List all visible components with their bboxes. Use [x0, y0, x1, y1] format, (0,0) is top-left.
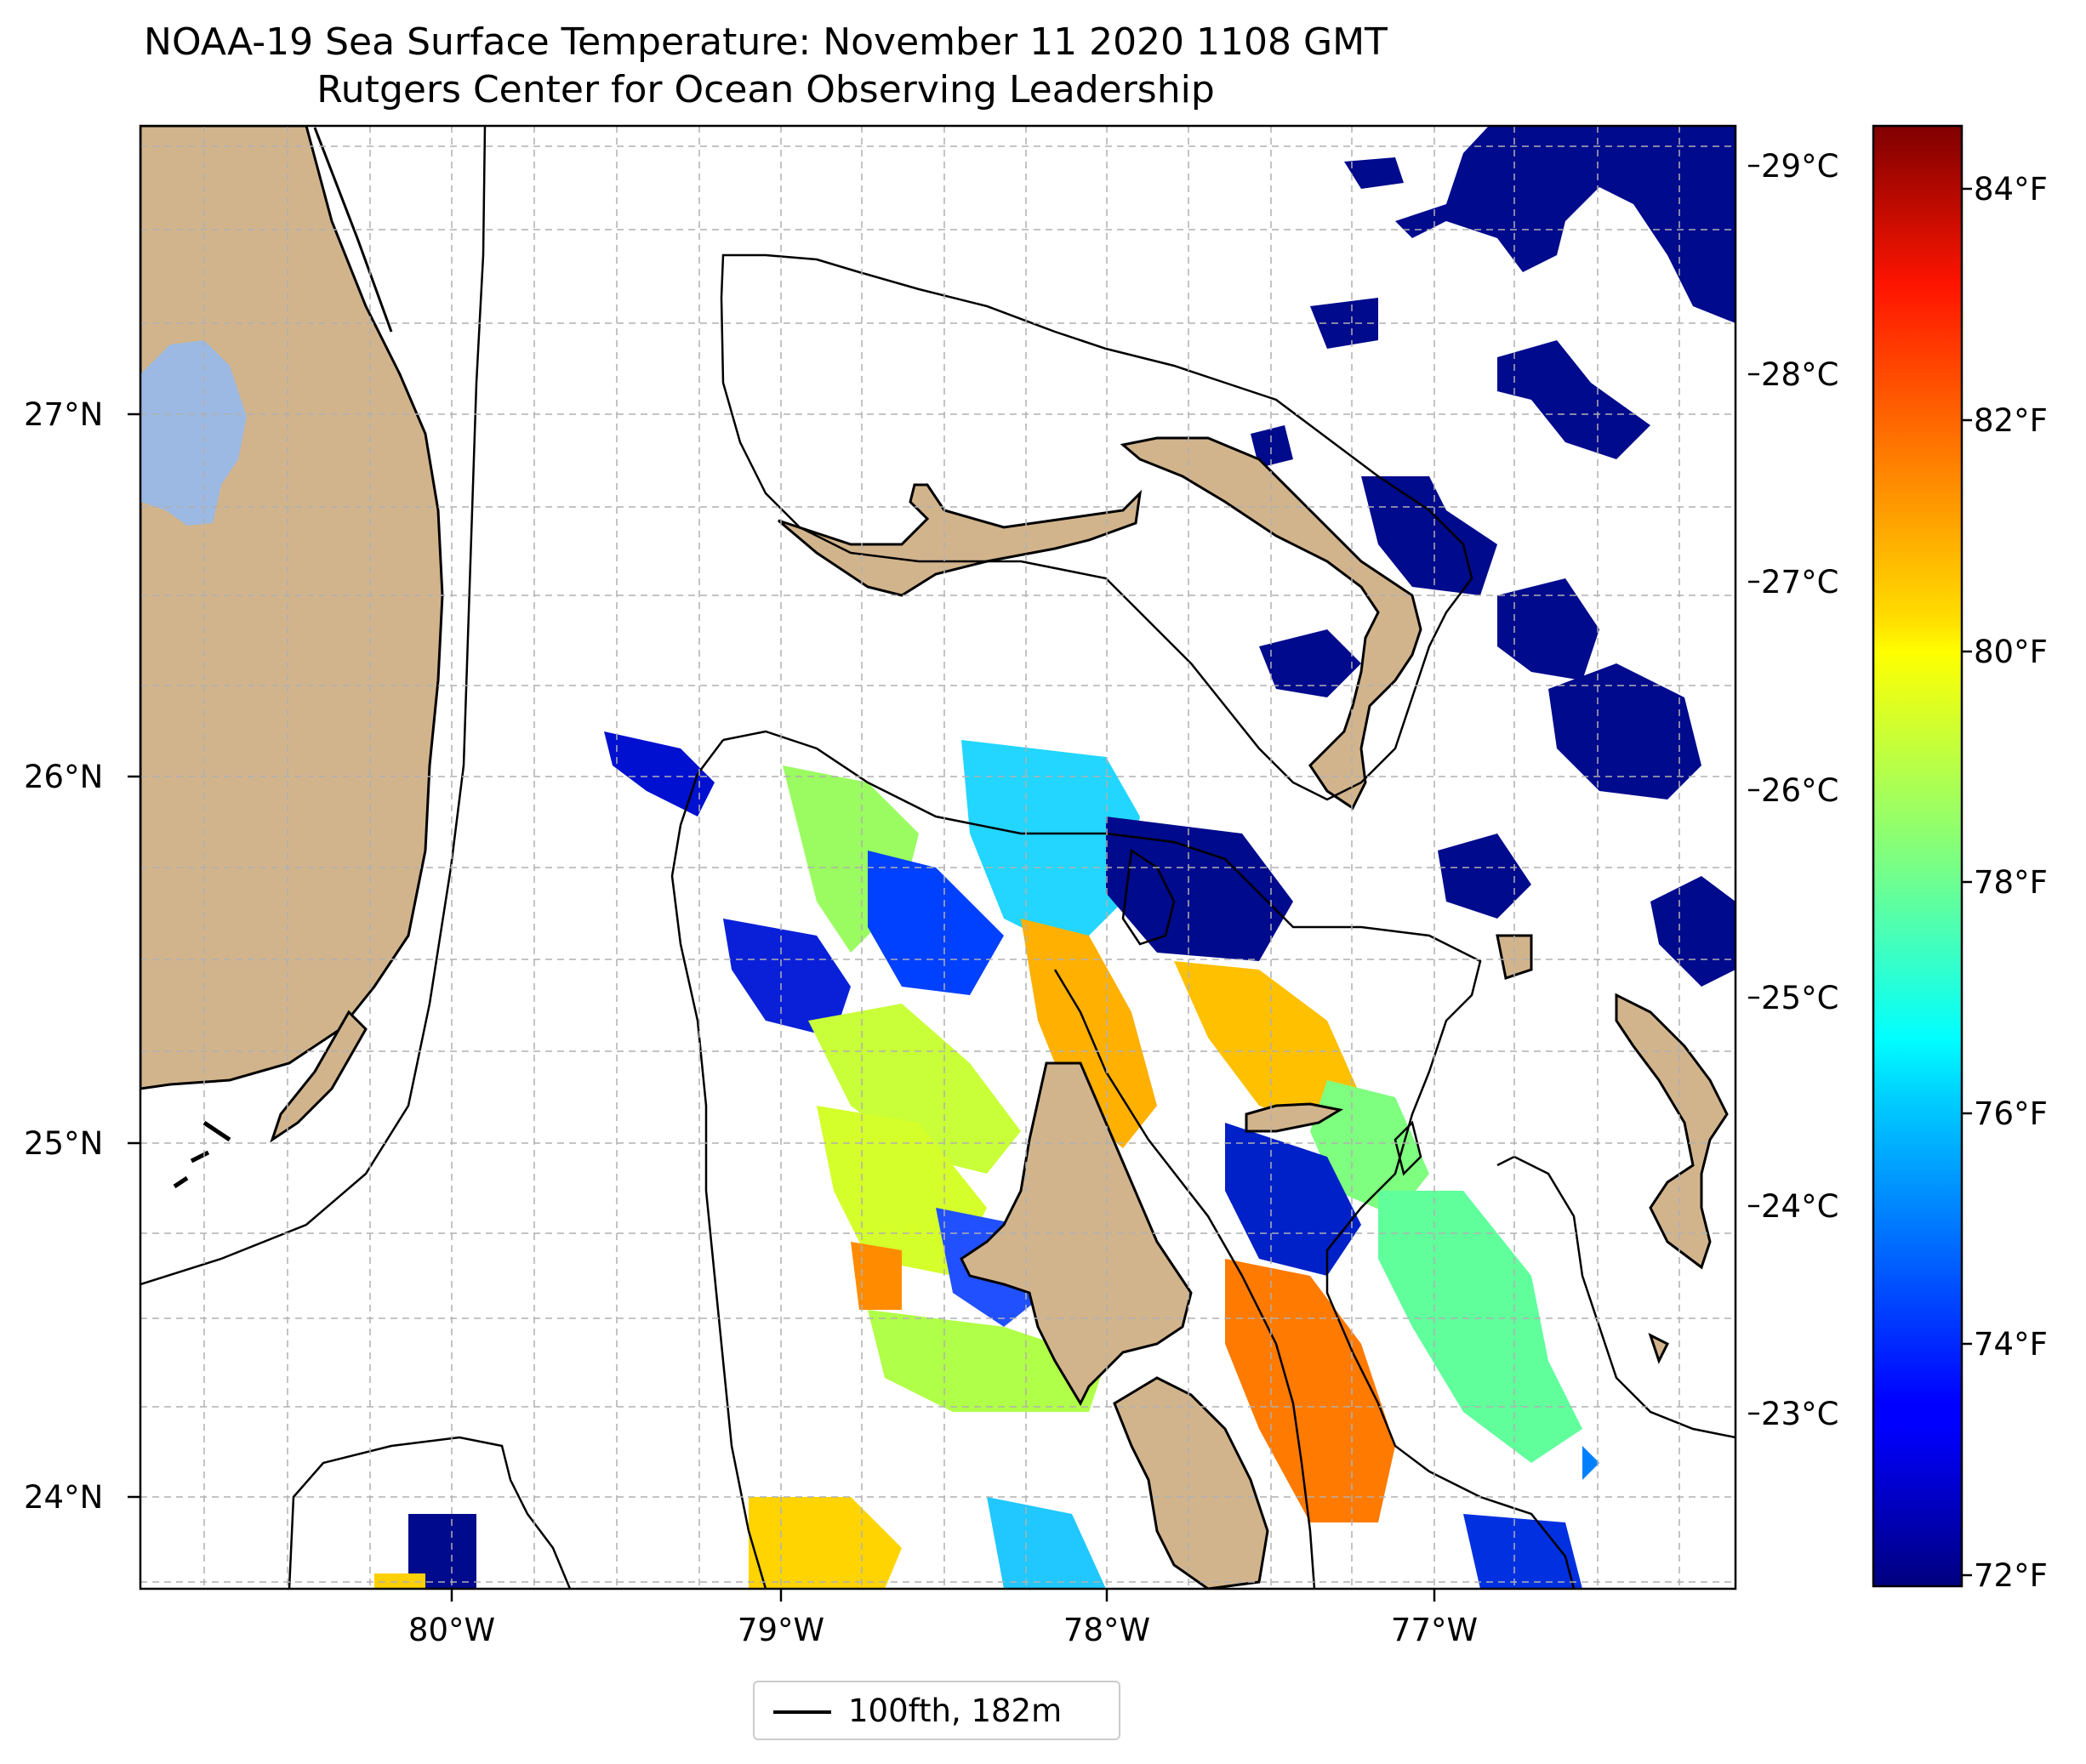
fahrenheit-ticks: [1962, 187, 1972, 1577]
lon-label-77: 77°W: [1390, 1612, 1479, 1648]
lon-label-79: 79°W: [737, 1612, 825, 1648]
legend-line-swatch: [773, 1710, 831, 1714]
lat-label-27: 27°N: [24, 396, 104, 433]
fahrenheit-label-78: 78°F: [1974, 864, 2048, 901]
fahrenheit-label-82: 82°F: [1974, 402, 2048, 439]
lon-label-78: 78°W: [1063, 1612, 1151, 1648]
celsius-label-25: 25°C: [1761, 980, 1839, 1016]
chart-subtitle: Rutgers Center for Ocean Observing Leade…: [316, 68, 1215, 111]
lat-ticks: [128, 413, 140, 1499]
sst-cold-region: [1251, 126, 1735, 987]
lon-label-80: 80°W: [408, 1612, 496, 1648]
celsius-label-29: 29°C: [1761, 148, 1839, 185]
graticule: [140, 126, 1735, 1589]
chart-title: NOAA-19 Sea Surface Temperature: Novembe…: [144, 20, 1388, 64]
lat-label-26: 26°N: [24, 759, 104, 795]
fahrenheit-label-72: 72°F: [1974, 1557, 2048, 1594]
fahrenheit-label-76: 76°F: [1974, 1095, 2048, 1132]
lat-label-24: 24°N: [24, 1479, 104, 1516]
legend-label: 100fth, 182m: [848, 1693, 1063, 1729]
celsius-label-26: 26°C: [1761, 772, 1839, 809]
celsius-label-23: 23°C: [1761, 1396, 1839, 1432]
celsius-label-24: 24°C: [1761, 1188, 1839, 1225]
lon-ticks: [450, 1589, 1436, 1602]
lat-label-25: 25°N: [24, 1125, 104, 1162]
map-area: [140, 126, 1735, 1589]
fahrenheit-label-84: 84°F: [1974, 171, 2048, 208]
fahrenheit-label-74: 74°F: [1974, 1326, 2048, 1363]
celsius-label-27: 27°C: [1761, 564, 1839, 600]
map-frame: [139, 124, 1737, 1590]
celsius-ticks: [1748, 164, 1759, 1415]
celsius-label-28: 28°C: [1761, 356, 1839, 393]
lake-okeechobee: [140, 340, 247, 526]
legend: 100fth, 182m: [753, 1681, 1120, 1740]
fahrenheit-label-80: 80°F: [1974, 634, 2048, 670]
colorbar: [1872, 124, 1963, 1588]
